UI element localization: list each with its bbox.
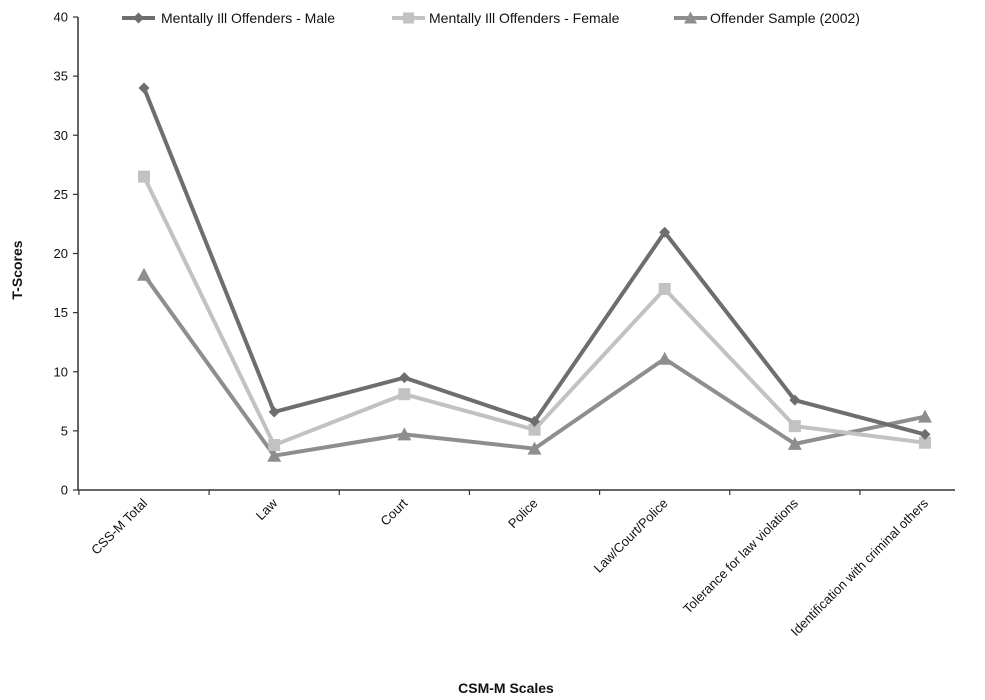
x-axis: CSS-M Total Law Court Police Law/Court/Polic… bbox=[78, 489, 955, 639]
data-point-square bbox=[403, 12, 414, 24]
legend-label: Mentally Ill Offenders - Female bbox=[429, 10, 620, 26]
y-tick-label: 20 bbox=[54, 246, 68, 261]
y-tick-label: 0 bbox=[61, 483, 68, 498]
x-category-label: CSS-M Total bbox=[88, 495, 150, 557]
series-2 bbox=[137, 267, 932, 462]
y-tick-label: 25 bbox=[54, 187, 68, 202]
x-category-label: Identification with criminal others bbox=[788, 495, 932, 639]
legend-item: Offender Sample (2002) bbox=[674, 10, 860, 26]
data-point-square bbox=[658, 282, 671, 295]
data-point-diamond bbox=[398, 372, 410, 384]
data-point-diamond bbox=[529, 415, 540, 427]
x-category-label: Law bbox=[253, 495, 281, 523]
data-point-square bbox=[268, 439, 281, 452]
y-tick-label: 10 bbox=[54, 364, 68, 379]
y-tick-label: 5 bbox=[61, 423, 68, 438]
data-point-triangle bbox=[137, 267, 151, 281]
x-category-label: Law/Court/Police bbox=[591, 496, 671, 576]
series-0 bbox=[138, 82, 931, 440]
legend-item: Mentally Ill Offenders - Female bbox=[392, 10, 620, 26]
data-point-square bbox=[398, 388, 411, 401]
data-point-square bbox=[919, 436, 931, 449]
data-point-triangle bbox=[787, 436, 802, 450]
data-point-triangle bbox=[657, 351, 672, 365]
data-point-diamond bbox=[919, 428, 931, 440]
data-point-diamond bbox=[133, 12, 144, 24]
y-tick-label: 40 bbox=[54, 10, 68, 25]
series-layer bbox=[137, 82, 932, 462]
legend-item: Mentally Ill Offenders - Male bbox=[122, 10, 335, 26]
data-point-triangle bbox=[267, 448, 282, 462]
data-point-square bbox=[788, 420, 801, 433]
y-tick-label: 15 bbox=[54, 305, 68, 320]
y-tick-label: 30 bbox=[54, 128, 68, 143]
legend-label: Mentally Ill Offenders - Male bbox=[161, 10, 335, 26]
x-category-label: Court bbox=[377, 495, 410, 528]
data-point-square bbox=[138, 170, 150, 183]
y-axis: 0 5 10 15 20 25 30 35 40 bbox=[54, 10, 79, 498]
x-axis-title: CSM-M Scales bbox=[458, 680, 554, 696]
data-point-diamond bbox=[268, 406, 280, 418]
y-tick-label: 35 bbox=[54, 69, 68, 84]
data-point-diamond bbox=[789, 394, 801, 406]
legend-label: Offender Sample (2002) bbox=[710, 10, 860, 26]
data-point-diamond bbox=[138, 82, 150, 94]
series-line bbox=[142, 87, 926, 437]
legend: Mentally Ill Offenders - Male Mentally Il… bbox=[122, 10, 860, 26]
data-point-diamond bbox=[659, 226, 671, 238]
series-1 bbox=[138, 170, 931, 452]
data-point-triangle bbox=[397, 427, 412, 441]
data-point-square bbox=[528, 423, 541, 436]
x-category-label: Police bbox=[505, 496, 541, 532]
data-point-triangle bbox=[684, 11, 697, 24]
y-axis-title: T-Scores bbox=[9, 240, 25, 299]
data-point-triangle bbox=[918, 409, 932, 423]
x-category-label: Tolerance for law violations bbox=[680, 495, 801, 616]
data-point-triangle bbox=[527, 441, 542, 455]
